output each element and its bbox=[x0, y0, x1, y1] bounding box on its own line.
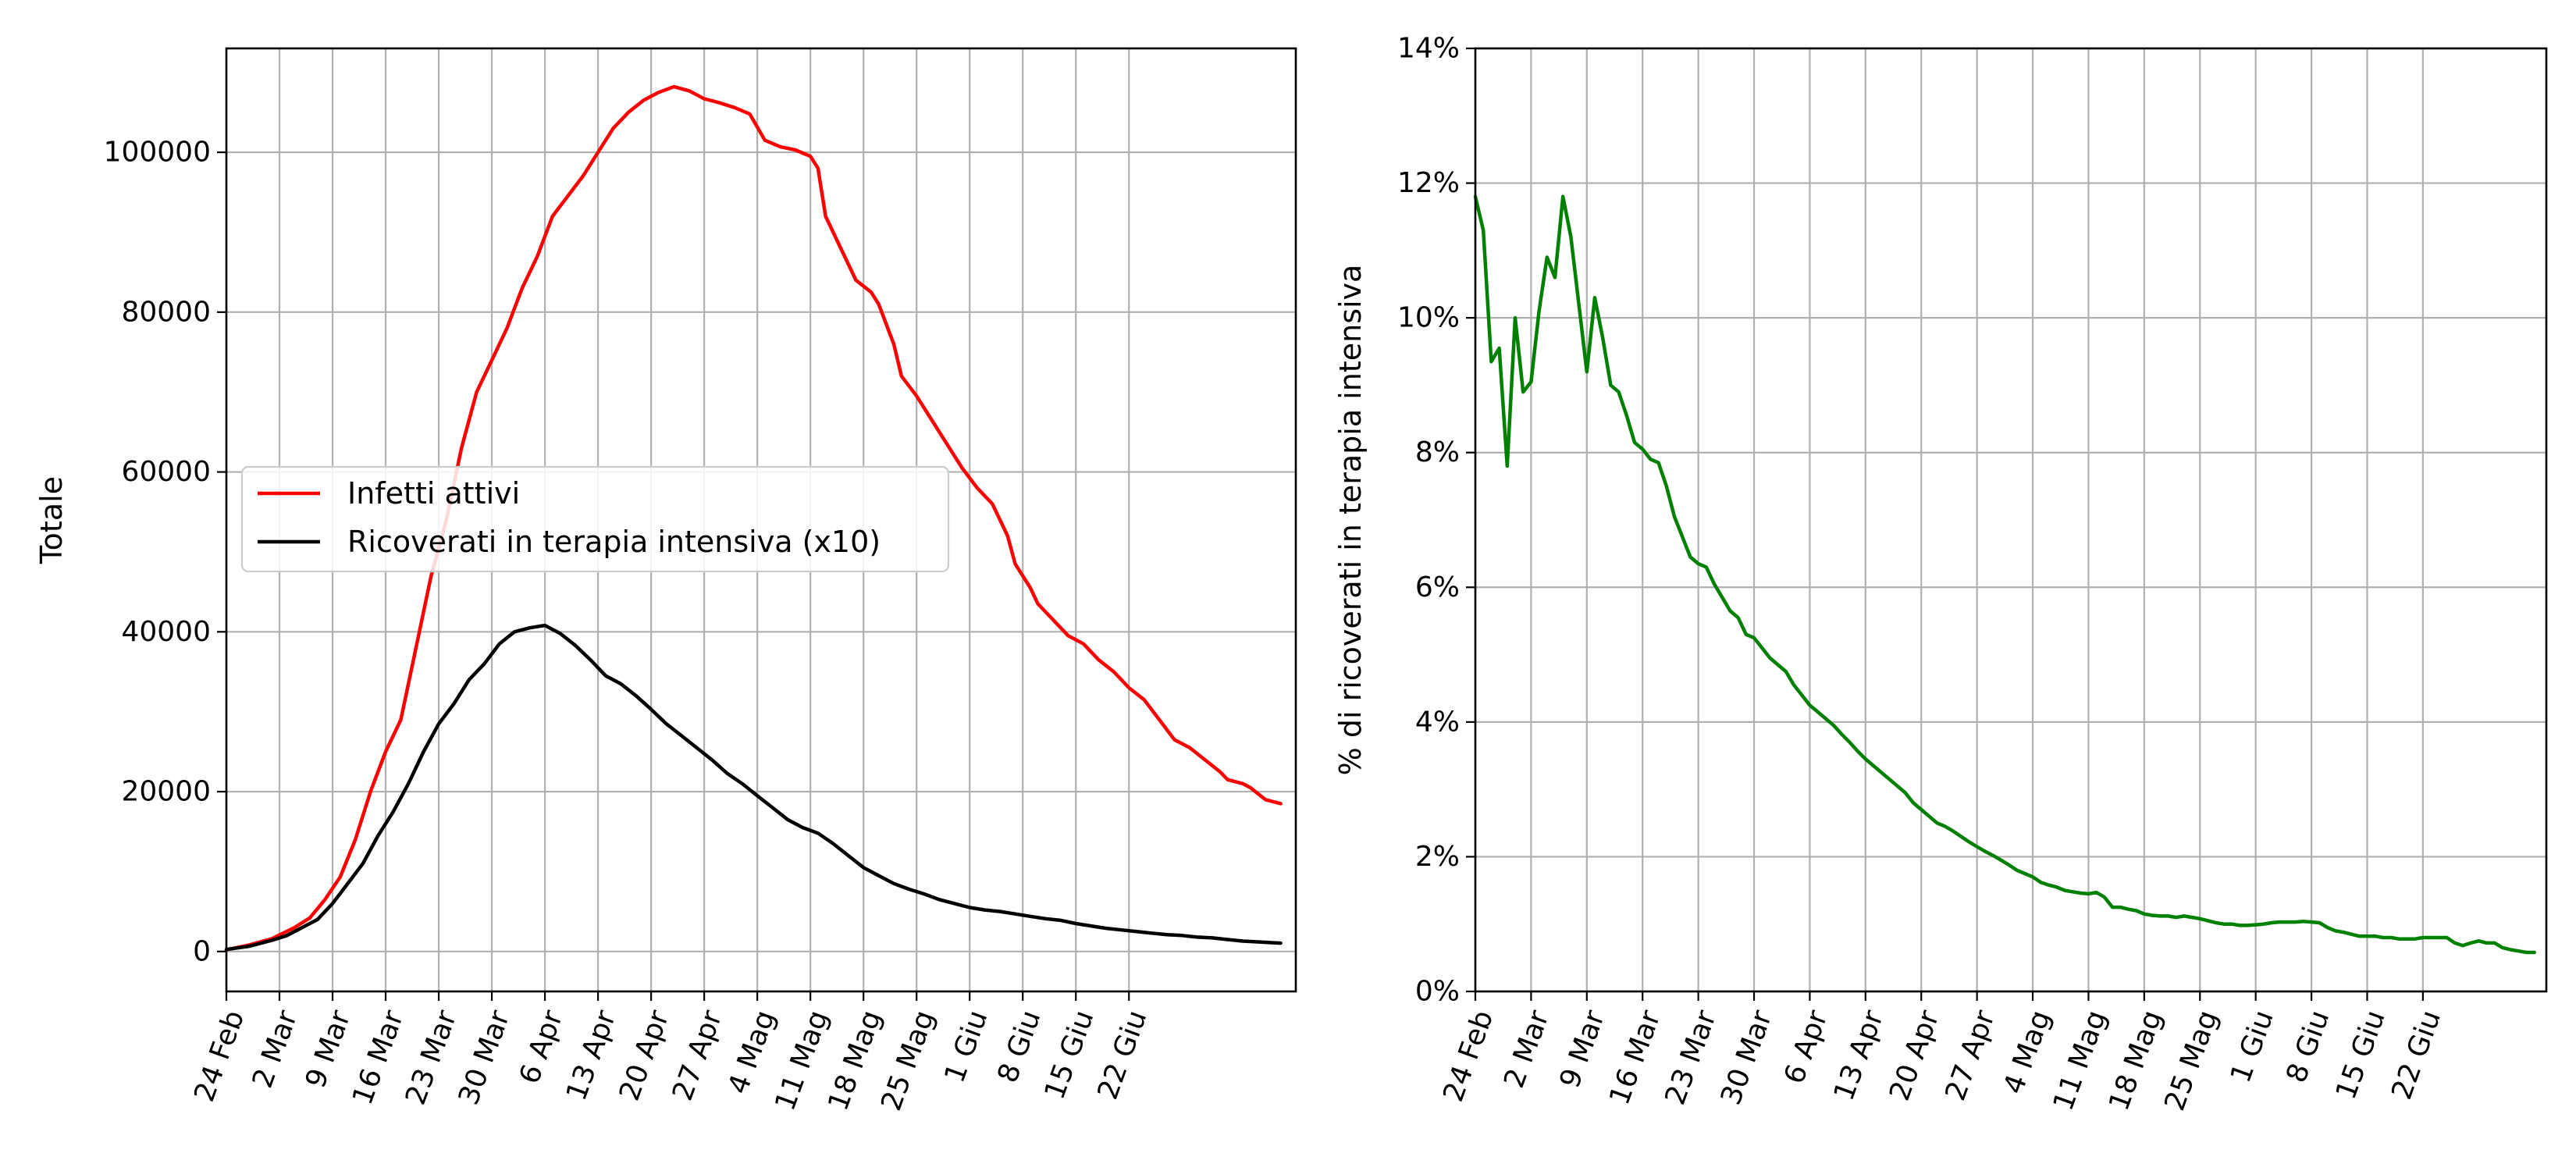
legend-label: Infetti attivi bbox=[347, 476, 520, 511]
y-tick-label: 6% bbox=[1415, 571, 1460, 603]
series-line-0 bbox=[1473, 194, 2536, 955]
y-tick-label: 2% bbox=[1415, 841, 1460, 873]
y-tick-label: 4% bbox=[1415, 706, 1460, 738]
y-axis-ticks: 0 20000 40000 60000 80000 100000 bbox=[104, 137, 226, 967]
series-group bbox=[224, 84, 1283, 952]
y-axis-label: Totale bbox=[34, 476, 69, 564]
axes-frame bbox=[225, 47, 1297, 993]
legend: Infetti attivi Ricoverati in terapia inte… bbox=[240, 465, 950, 573]
grid bbox=[1474, 47, 2546, 993]
legend-box bbox=[240, 465, 950, 573]
y-tick-label: 80000 bbox=[121, 296, 211, 328]
y-axis-ticks: 0% 2% 4% 6% 8% 10% 12% 14% bbox=[1397, 33, 1475, 1008]
y-tick-label: 0% bbox=[1415, 976, 1460, 1008]
series-group bbox=[1473, 194, 2536, 955]
y-tick-label: 14% bbox=[1397, 33, 1460, 65]
axes-frame bbox=[1474, 47, 2548, 993]
y-tick-label: 100000 bbox=[104, 137, 211, 169]
y-tick-label: 0 bbox=[193, 935, 211, 967]
y-tick-label: 60000 bbox=[121, 456, 211, 488]
y-tick-label: 10% bbox=[1397, 302, 1460, 334]
y-axis-label: % di ricoverati in terapia intensiva bbox=[1333, 265, 1368, 776]
series-line-0 bbox=[224, 84, 1283, 952]
y-tick-label: 12% bbox=[1397, 167, 1460, 199]
series-line-1 bbox=[224, 623, 1283, 952]
y-tick-label: 20000 bbox=[121, 776, 211, 808]
y-tick-label: 8% bbox=[1415, 436, 1460, 468]
legend-label: Ricoverati in terapia intensiva (x10) bbox=[347, 525, 881, 559]
y-tick-label: 40000 bbox=[121, 616, 211, 648]
